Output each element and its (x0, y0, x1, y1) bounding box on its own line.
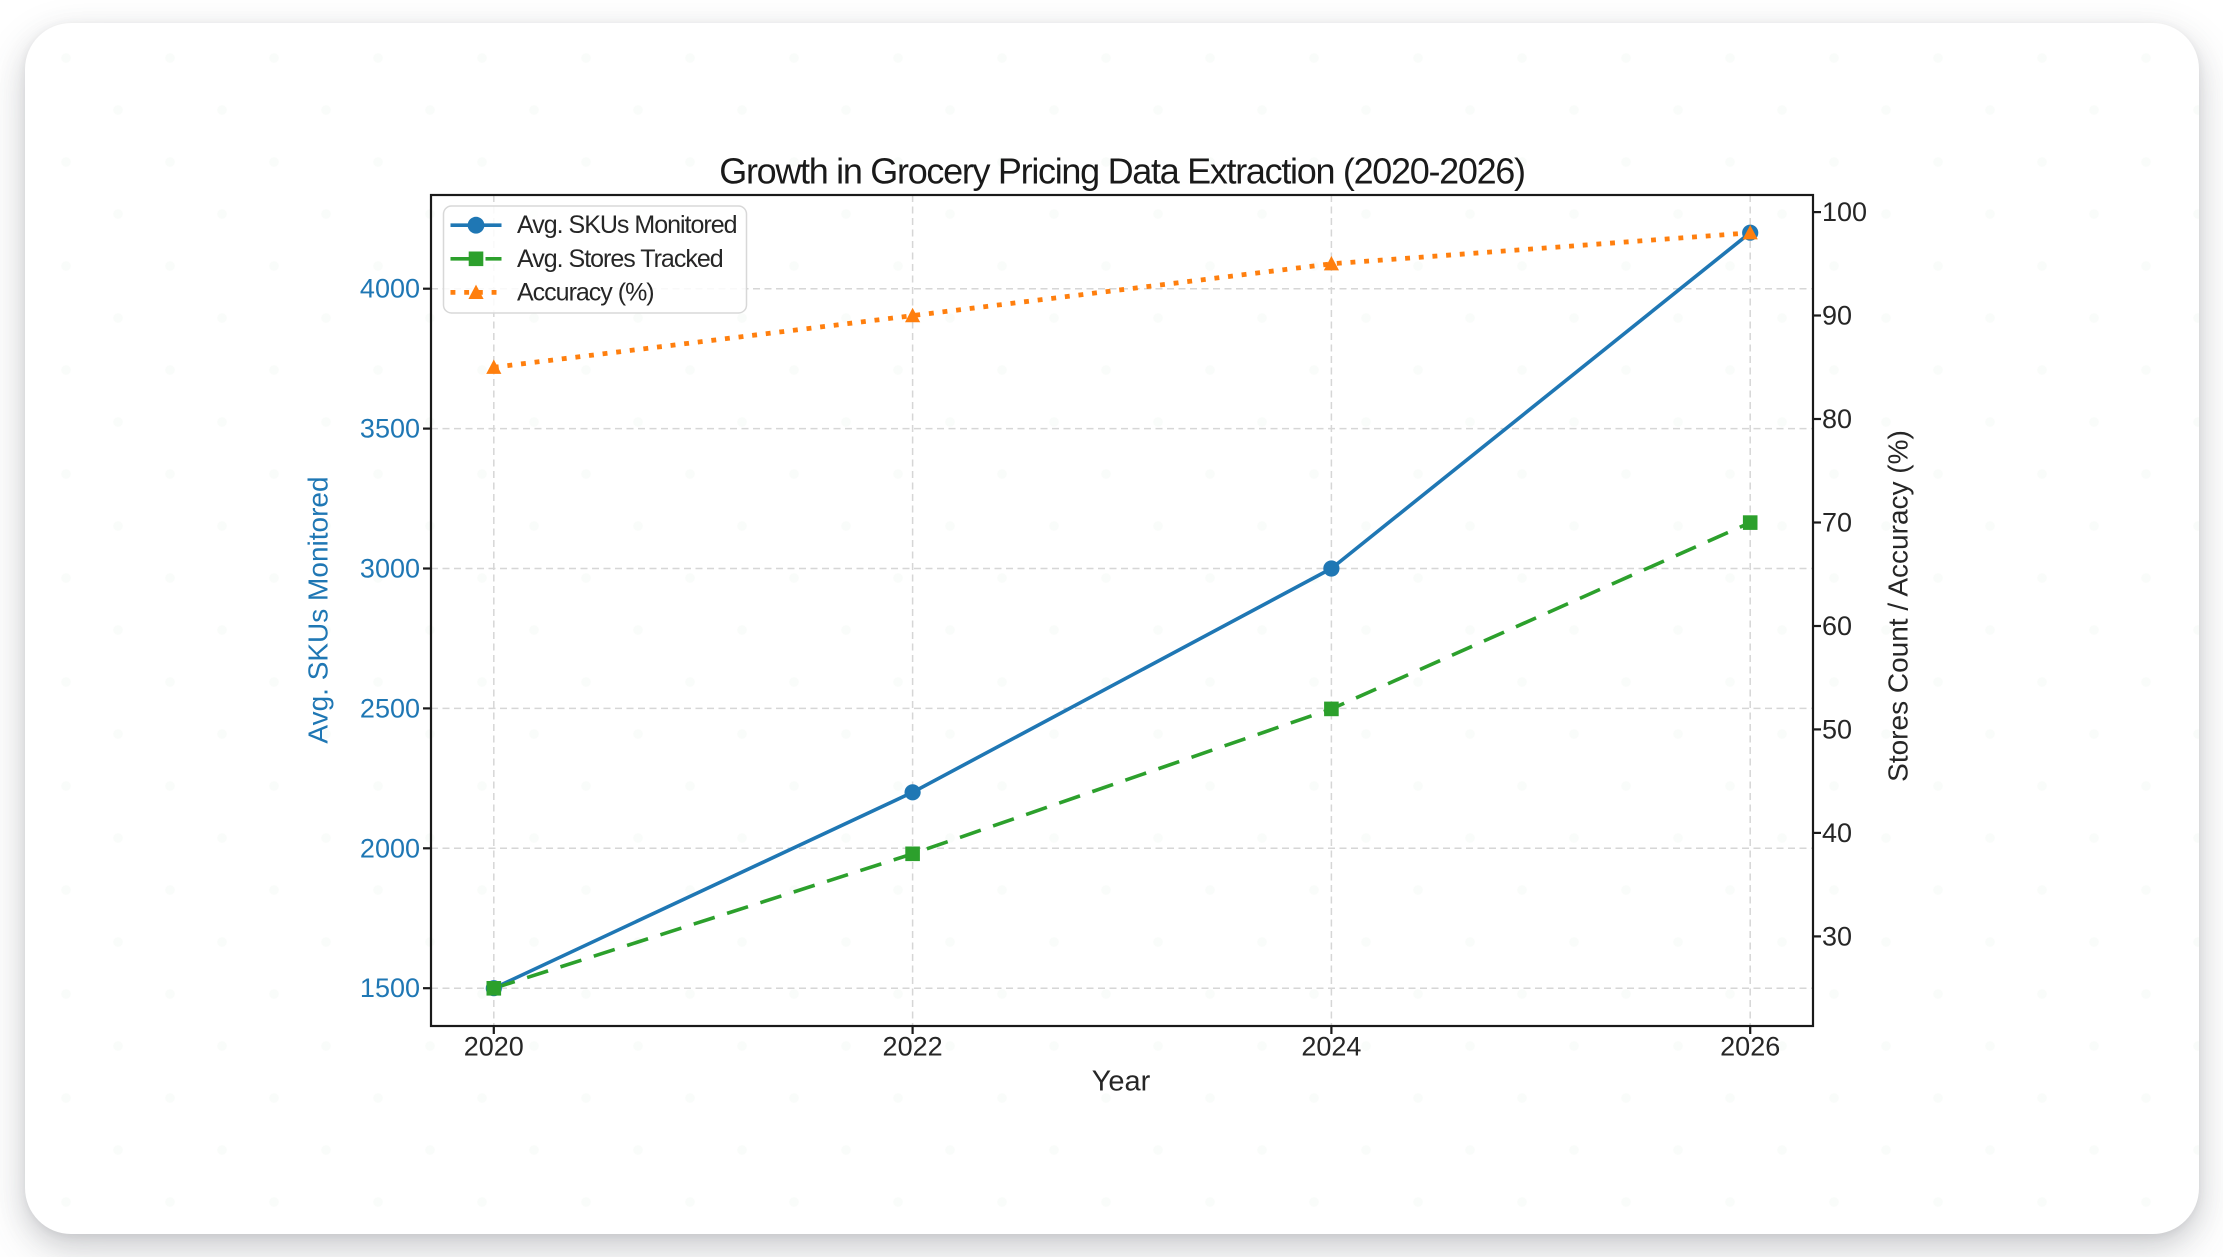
svg-text:100: 100 (1822, 197, 1867, 227)
svg-text:2024: 2024 (1301, 1032, 1361, 1062)
svg-text:50: 50 (1822, 714, 1852, 744)
svg-text:80: 80 (1822, 404, 1852, 434)
svg-text:Year: Year (1092, 1066, 1151, 1098)
svg-text:Avg. SKUs Monitored: Avg. SKUs Monitored (517, 211, 737, 239)
svg-text:30: 30 (1822, 921, 1852, 951)
svg-text:2500: 2500 (360, 693, 420, 723)
svg-text:Avg. Stores Tracked: Avg. Stores Tracked (517, 245, 723, 273)
svg-text:1500: 1500 (360, 973, 420, 1003)
svg-text:Growth in Grocery Pricing Data: Growth in Grocery Pricing Data Extractio… (719, 151, 1524, 192)
svg-text:2026: 2026 (1720, 1032, 1780, 1062)
svg-text:60: 60 (1822, 611, 1852, 641)
svg-text:2022: 2022 (883, 1032, 943, 1062)
svg-text:Stores Count / Accuracy (%): Stores Count / Accuracy (%) (1883, 430, 1914, 782)
svg-text:3500: 3500 (360, 414, 420, 444)
svg-text:2000: 2000 (360, 833, 420, 863)
svg-text:Accuracy (%): Accuracy (%) (517, 278, 654, 306)
svg-text:2020: 2020 (464, 1032, 524, 1062)
svg-text:40: 40 (1822, 818, 1852, 848)
svg-text:90: 90 (1822, 301, 1852, 331)
svg-text:3000: 3000 (360, 554, 420, 584)
svg-text:Avg. SKUs Monitored: Avg. SKUs Monitored (303, 476, 334, 743)
svg-text:70: 70 (1822, 508, 1852, 538)
svg-text:4000: 4000 (360, 274, 420, 304)
